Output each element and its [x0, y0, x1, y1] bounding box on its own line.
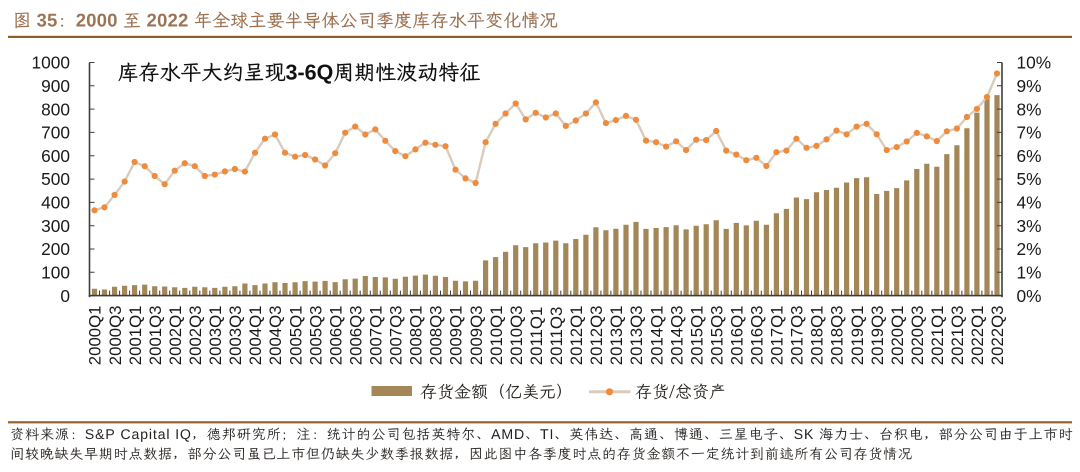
svg-text:500: 500 — [41, 169, 70, 189]
svg-text:800: 800 — [41, 99, 70, 119]
svg-text:0%: 0% — [1017, 286, 1042, 306]
svg-text:0: 0 — [60, 286, 70, 306]
svg-text:2010Q3: 2010Q3 — [507, 305, 526, 365]
svg-text:7%: 7% — [1017, 123, 1042, 143]
svg-text:1000: 1000 — [32, 53, 70, 73]
svg-text:2021Q3: 2021Q3 — [948, 305, 967, 365]
svg-text:2013Q3: 2013Q3 — [627, 305, 646, 365]
svg-text:2002Q1: 2002Q1 — [166, 305, 185, 365]
svg-text:2009Q3: 2009Q3 — [467, 305, 486, 365]
svg-text:2010Q1: 2010Q1 — [487, 305, 506, 365]
svg-text:2004Q3: 2004Q3 — [266, 305, 285, 365]
svg-text:8%: 8% — [1017, 99, 1042, 119]
svg-text:2005Q1: 2005Q1 — [286, 305, 305, 365]
svg-text:2003Q1: 2003Q1 — [206, 305, 225, 365]
svg-text:2019Q3: 2019Q3 — [868, 305, 887, 365]
svg-text:2022Q1: 2022Q1 — [968, 305, 987, 365]
svg-text:5%: 5% — [1017, 169, 1042, 189]
svg-text:2007Q1: 2007Q1 — [367, 305, 386, 365]
svg-text:2005Q3: 2005Q3 — [306, 305, 325, 365]
svg-text:1%: 1% — [1017, 263, 1042, 283]
svg-text:4%: 4% — [1017, 193, 1042, 213]
svg-text:2013Q1: 2013Q1 — [607, 305, 626, 365]
svg-text:3%: 3% — [1017, 216, 1042, 236]
svg-text:2000Q3: 2000Q3 — [106, 305, 125, 365]
svg-text:2001Q1: 2001Q1 — [126, 305, 145, 365]
svg-text:2001Q3: 2001Q3 — [146, 305, 165, 365]
svg-text:2015Q1: 2015Q1 — [687, 305, 706, 365]
svg-text:900: 900 — [41, 76, 70, 96]
svg-text:2017Q1: 2017Q1 — [768, 305, 787, 365]
svg-text:700: 700 — [41, 123, 70, 143]
svg-text:2016Q3: 2016Q3 — [748, 305, 767, 365]
svg-text:2019Q1: 2019Q1 — [848, 305, 867, 365]
svg-text:10%: 10% — [1017, 53, 1052, 73]
svg-text:2018Q1: 2018Q1 — [808, 305, 827, 365]
svg-text:2015Q3: 2015Q3 — [707, 305, 726, 365]
svg-text:600: 600 — [41, 146, 70, 166]
svg-text:2017Q3: 2017Q3 — [788, 305, 807, 365]
svg-text:2002Q3: 2002Q3 — [186, 305, 205, 365]
svg-text:2018Q3: 2018Q3 — [828, 305, 847, 365]
svg-text:2012Q3: 2012Q3 — [587, 305, 606, 365]
svg-text:2007Q3: 2007Q3 — [387, 305, 406, 365]
svg-text:300: 300 — [41, 216, 70, 236]
svg-text:400: 400 — [41, 193, 70, 213]
svg-text:2022Q3: 2022Q3 — [988, 305, 1007, 365]
svg-text:2003Q3: 2003Q3 — [226, 305, 245, 365]
svg-text:2014Q1: 2014Q1 — [647, 305, 666, 365]
svg-text:2011Q3: 2011Q3 — [547, 307, 566, 365]
svg-text:2020Q1: 2020Q1 — [888, 305, 907, 365]
svg-text:2004Q1: 2004Q1 — [246, 305, 265, 365]
svg-text:2006Q1: 2006Q1 — [326, 305, 345, 365]
svg-text:2011Q1: 2011Q1 — [527, 307, 546, 365]
svg-text:2009Q1: 2009Q1 — [447, 305, 466, 365]
svg-text:6%: 6% — [1017, 146, 1042, 166]
svg-text:2000Q1: 2000Q1 — [86, 305, 105, 365]
svg-text:2021Q1: 2021Q1 — [928, 305, 947, 365]
svg-text:9%: 9% — [1017, 76, 1042, 96]
svg-text:2008Q3: 2008Q3 — [427, 305, 446, 365]
svg-text:2008Q1: 2008Q1 — [407, 305, 426, 365]
svg-text:2016Q1: 2016Q1 — [728, 305, 747, 365]
svg-text:2014Q3: 2014Q3 — [667, 305, 686, 365]
svg-text:2012Q1: 2012Q1 — [567, 305, 586, 365]
svg-text:100: 100 — [41, 263, 70, 283]
svg-text:2020Q3: 2020Q3 — [908, 305, 927, 365]
svg-text:200: 200 — [41, 239, 70, 259]
svg-text:2%: 2% — [1017, 239, 1042, 259]
svg-text:2006Q3: 2006Q3 — [346, 305, 365, 365]
